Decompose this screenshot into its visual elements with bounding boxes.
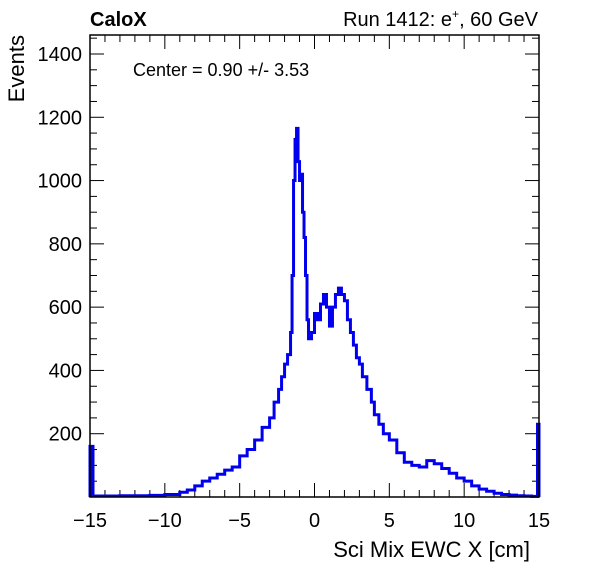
axis-ticks <box>89 35 540 497</box>
annotation-box <box>120 56 360 94</box>
experiment-label: CaloX <box>90 9 147 31</box>
x-axis-title: Sci Mix EWC X [cm] <box>333 537 530 562</box>
center-annotation: Center = 0.90 +/- 3.53 <box>133 60 309 80</box>
x-tick-label: −15 <box>73 510 107 532</box>
x-tick-label: 10 <box>453 510 475 532</box>
y-tick-label: 1400 <box>38 44 83 66</box>
run-label: Run 1412: e+, 60 GeV <box>343 7 539 31</box>
y-axis-title: Events <box>4 35 29 102</box>
x-tick-label: 15 <box>528 510 550 532</box>
x-tick-label: 5 <box>384 510 395 532</box>
y-tick-label: 400 <box>49 360 82 382</box>
x-tick-label: 0 <box>309 510 320 532</box>
y-tick-label: 800 <box>49 234 82 256</box>
histogram-series <box>88 126 541 498</box>
x-tick-label: −10 <box>148 510 182 532</box>
y-tick-label: 200 <box>49 424 82 446</box>
plot-frame <box>89 34 540 498</box>
y-tick-label: 1200 <box>38 107 83 129</box>
axis-tick-labels: −15 −10 −5 0 5 10 15 200 400 600 800 1000 1200 1400 <box>38 44 551 532</box>
y-tick-label: 1000 <box>38 171 83 193</box>
y-tick-label: 600 <box>49 297 82 319</box>
x-tick-label: −5 <box>228 510 251 532</box>
